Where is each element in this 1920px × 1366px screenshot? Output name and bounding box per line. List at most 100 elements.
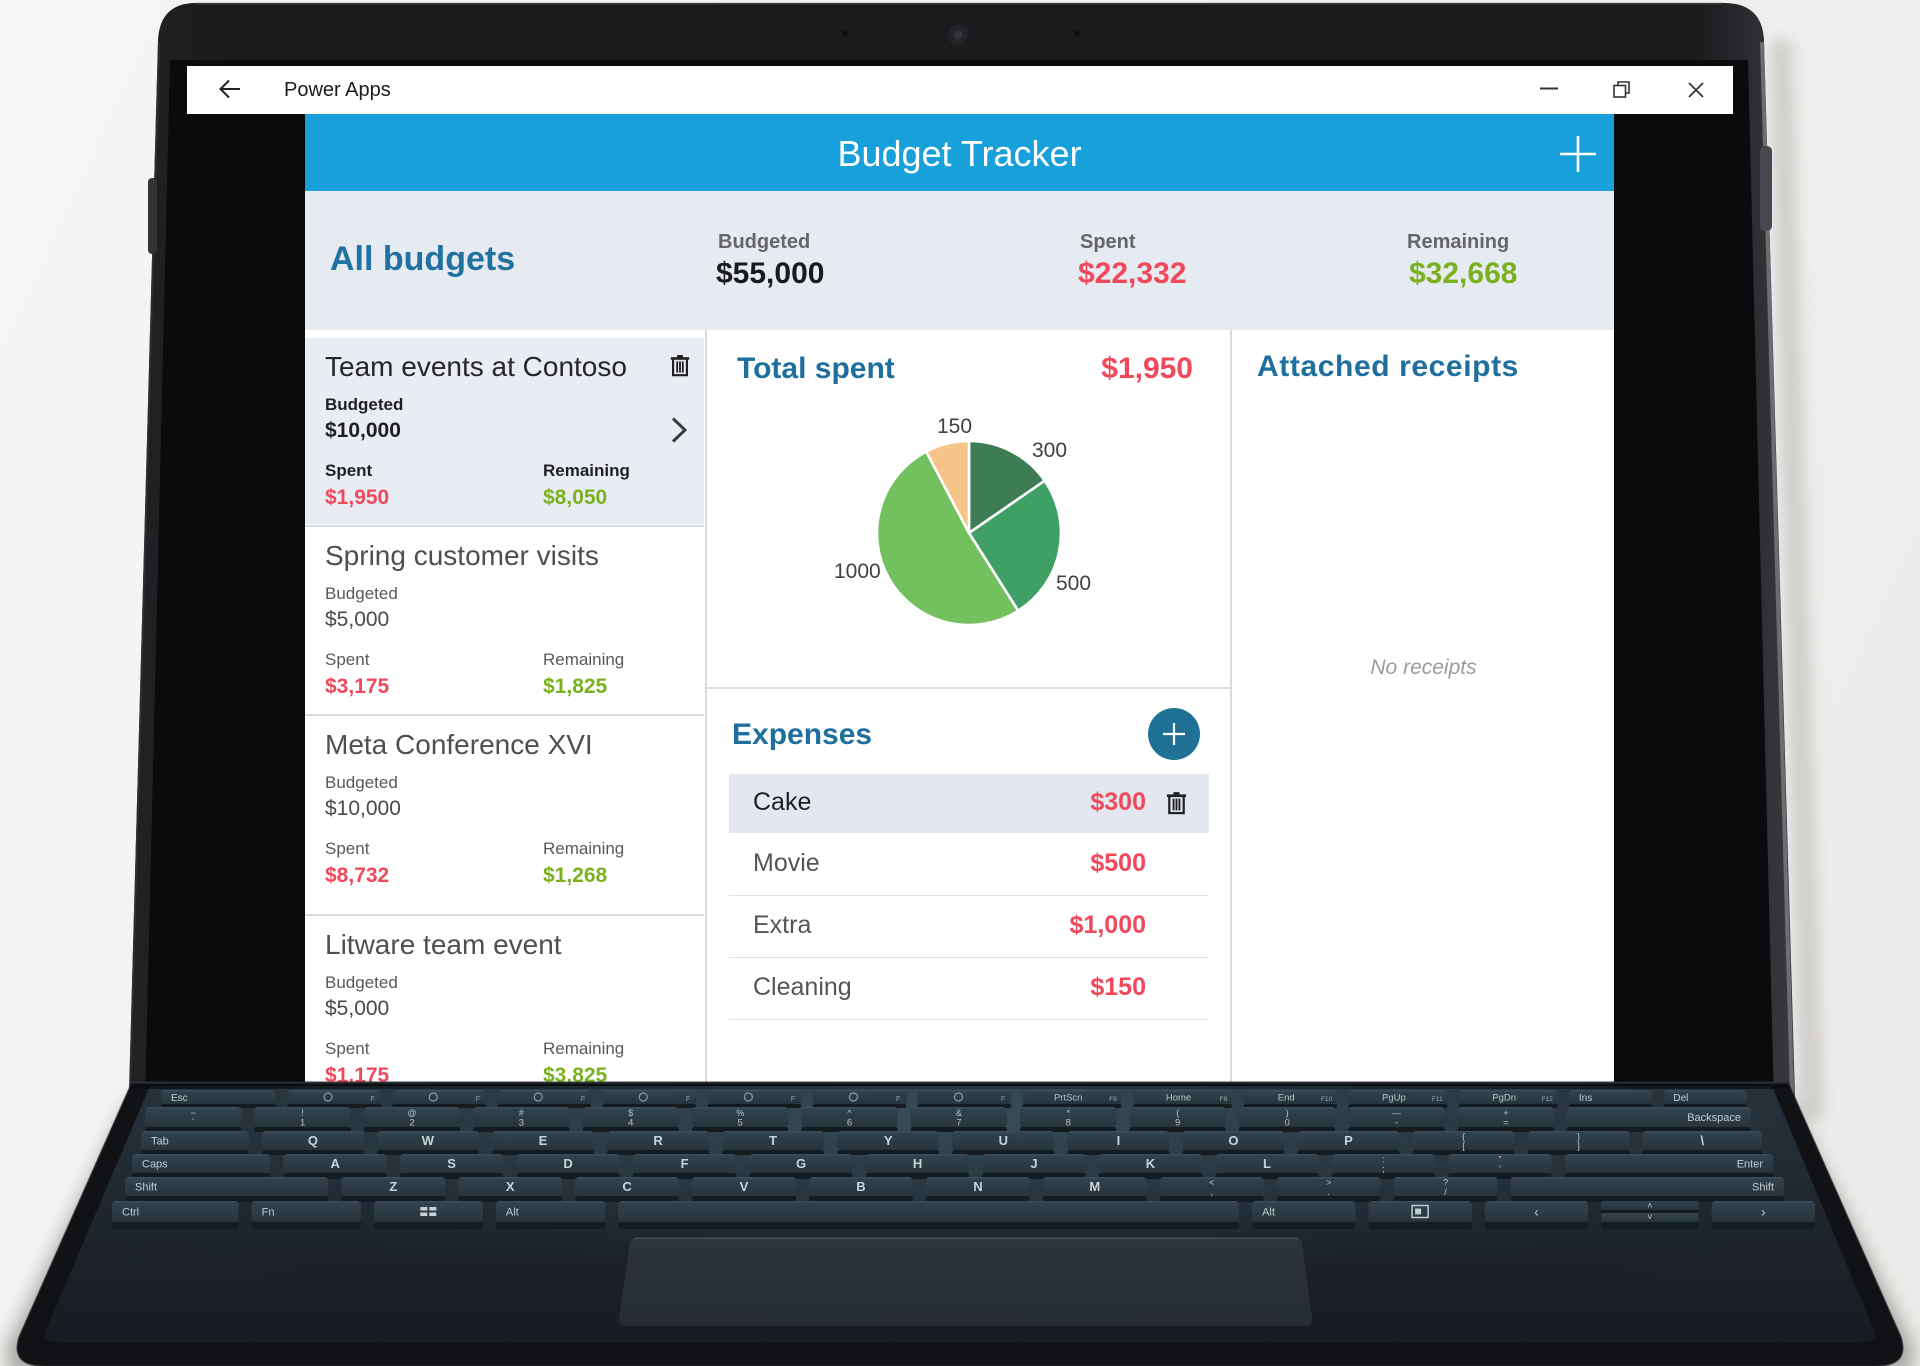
svg-text:Backspace: Backspace <box>1687 1112 1741 1124</box>
svg-text:F11: F11 <box>1432 1096 1443 1103</box>
svg-text:F8: F8 <box>1109 1096 1117 1103</box>
svg-text:›: › <box>1761 1204 1766 1220</box>
svg-text:2: 2 <box>409 1118 414 1129</box>
svg-text:F: F <box>581 1094 586 1103</box>
svg-text:C: C <box>622 1179 632 1194</box>
svg-text:(: ( <box>1176 1108 1179 1118</box>
svg-text:,: , <box>1210 1187 1213 1198</box>
svg-text:F: F <box>681 1156 689 1171</box>
svg-text:R: R <box>653 1133 663 1148</box>
svg-text:<: < <box>1209 1178 1214 1188</box>
svg-text:Shift: Shift <box>135 1182 157 1194</box>
svg-text:]: ] <box>1577 1141 1580 1152</box>
svg-text:V: V <box>740 1179 749 1194</box>
svg-text:‹: ‹ <box>1534 1204 1539 1220</box>
svg-text:1: 1 <box>300 1118 305 1129</box>
svg-text:4: 4 <box>628 1118 633 1129</box>
svg-text:I: I <box>1117 1133 1121 1148</box>
svg-text:Ins: Ins <box>1579 1093 1592 1104</box>
svg-text:*: * <box>1067 1108 1071 1118</box>
svg-text:F: F <box>896 1094 901 1103</box>
svg-text:W: W <box>422 1133 435 1148</box>
svg-text:[: [ <box>1462 1141 1465 1152</box>
svg-text:~: ~ <box>191 1108 196 1118</box>
svg-text:F: F <box>686 1094 691 1103</box>
svg-text:8: 8 <box>1066 1118 1071 1129</box>
svg-text:F: F <box>371 1094 376 1103</box>
svg-text:P: P <box>1344 1133 1353 1148</box>
svg-text:Tab: Tab <box>151 1136 169 1148</box>
svg-text:Alt: Alt <box>1262 1207 1275 1219</box>
svg-text:M: M <box>1089 1179 1100 1194</box>
svg-text:D: D <box>563 1156 572 1171</box>
svg-text:T: T <box>769 1133 777 1148</box>
svg-text:=: = <box>1503 1118 1509 1129</box>
svg-text:Alt: Alt <box>506 1207 519 1219</box>
svg-text:Caps: Caps <box>142 1159 168 1171</box>
svg-text:{: { <box>1462 1132 1465 1142</box>
svg-text:^: ^ <box>847 1108 852 1118</box>
svg-text:\: \ <box>1700 1133 1704 1148</box>
svg-text:Enter: Enter <box>1737 1159 1764 1171</box>
svg-text:F10: F10 <box>1321 1096 1333 1103</box>
svg-text:”: ” <box>1499 1155 1502 1165</box>
svg-text::: : <box>1382 1155 1385 1165</box>
svg-text:N: N <box>973 1179 982 1194</box>
svg-text:—: — <box>1392 1108 1401 1118</box>
svg-text:Q: Q <box>308 1133 318 1148</box>
svg-text:?: ? <box>1443 1178 1448 1188</box>
svg-text:-: - <box>1395 1118 1398 1129</box>
svg-text:S: S <box>447 1156 456 1171</box>
svg-text:6: 6 <box>847 1118 852 1129</box>
svg-text:7: 7 <box>956 1118 961 1129</box>
svg-text:Del: Del <box>1673 1093 1688 1104</box>
svg-text:End: End <box>1278 1093 1295 1104</box>
svg-text:X: X <box>506 1179 515 1194</box>
svg-text:Home: Home <box>1166 1093 1191 1104</box>
svg-text:F: F <box>791 1094 796 1103</box>
svg-text:H: H <box>913 1156 922 1171</box>
svg-text:Y: Y <box>884 1133 893 1148</box>
svg-text:˅: ˅ <box>1647 1212 1652 1222</box>
svg-text:O: O <box>1228 1133 1238 1148</box>
svg-text:&: & <box>956 1108 962 1118</box>
svg-text:F9: F9 <box>1220 1096 1228 1103</box>
svg-text:@: @ <box>407 1108 416 1118</box>
svg-text:K: K <box>1146 1156 1156 1171</box>
svg-text:!: ! <box>301 1108 304 1118</box>
svg-text:A: A <box>331 1156 341 1171</box>
svg-text:U: U <box>999 1133 1008 1148</box>
svg-text:B: B <box>856 1179 865 1194</box>
svg-text:Esc: Esc <box>171 1093 188 1104</box>
svg-text:>: > <box>1326 1178 1331 1188</box>
svg-text:/: / <box>1444 1187 1447 1198</box>
svg-text:3: 3 <box>519 1118 524 1129</box>
svg-text:.: . <box>1327 1187 1330 1198</box>
svg-text:F: F <box>476 1094 481 1103</box>
svg-text:+: + <box>1503 1108 1508 1118</box>
svg-text:0: 0 <box>1284 1118 1289 1129</box>
svg-text:Z: Z <box>389 1179 397 1194</box>
svg-text:;: ; <box>1382 1164 1385 1175</box>
svg-text:%: % <box>736 1108 744 1118</box>
svg-text:5: 5 <box>738 1118 743 1129</box>
svg-text:`: ` <box>192 1118 195 1129</box>
svg-text:PrtScn: PrtScn <box>1054 1093 1083 1104</box>
svg-text:Fn: Fn <box>262 1207 275 1219</box>
svg-text:PgUp: PgUp <box>1382 1093 1406 1104</box>
svg-text:$: $ <box>628 1108 633 1118</box>
svg-text:L: L <box>1263 1156 1271 1171</box>
svg-text:9: 9 <box>1175 1118 1180 1129</box>
svg-text:E: E <box>539 1133 548 1148</box>
svg-text:˄: ˄ <box>1647 1201 1652 1211</box>
svg-text:}: } <box>1577 1132 1580 1142</box>
svg-text:F12: F12 <box>1542 1096 1554 1103</box>
svg-text:#: # <box>519 1108 524 1118</box>
svg-text:): ) <box>1286 1108 1289 1118</box>
svg-text:F: F <box>1001 1094 1006 1103</box>
svg-text:Ctrl: Ctrl <box>122 1207 139 1219</box>
svg-text:': ' <box>1499 1164 1501 1175</box>
svg-text:Shift: Shift <box>1752 1182 1774 1194</box>
svg-text:PgDn: PgDn <box>1492 1093 1516 1104</box>
svg-text:G: G <box>796 1156 806 1171</box>
